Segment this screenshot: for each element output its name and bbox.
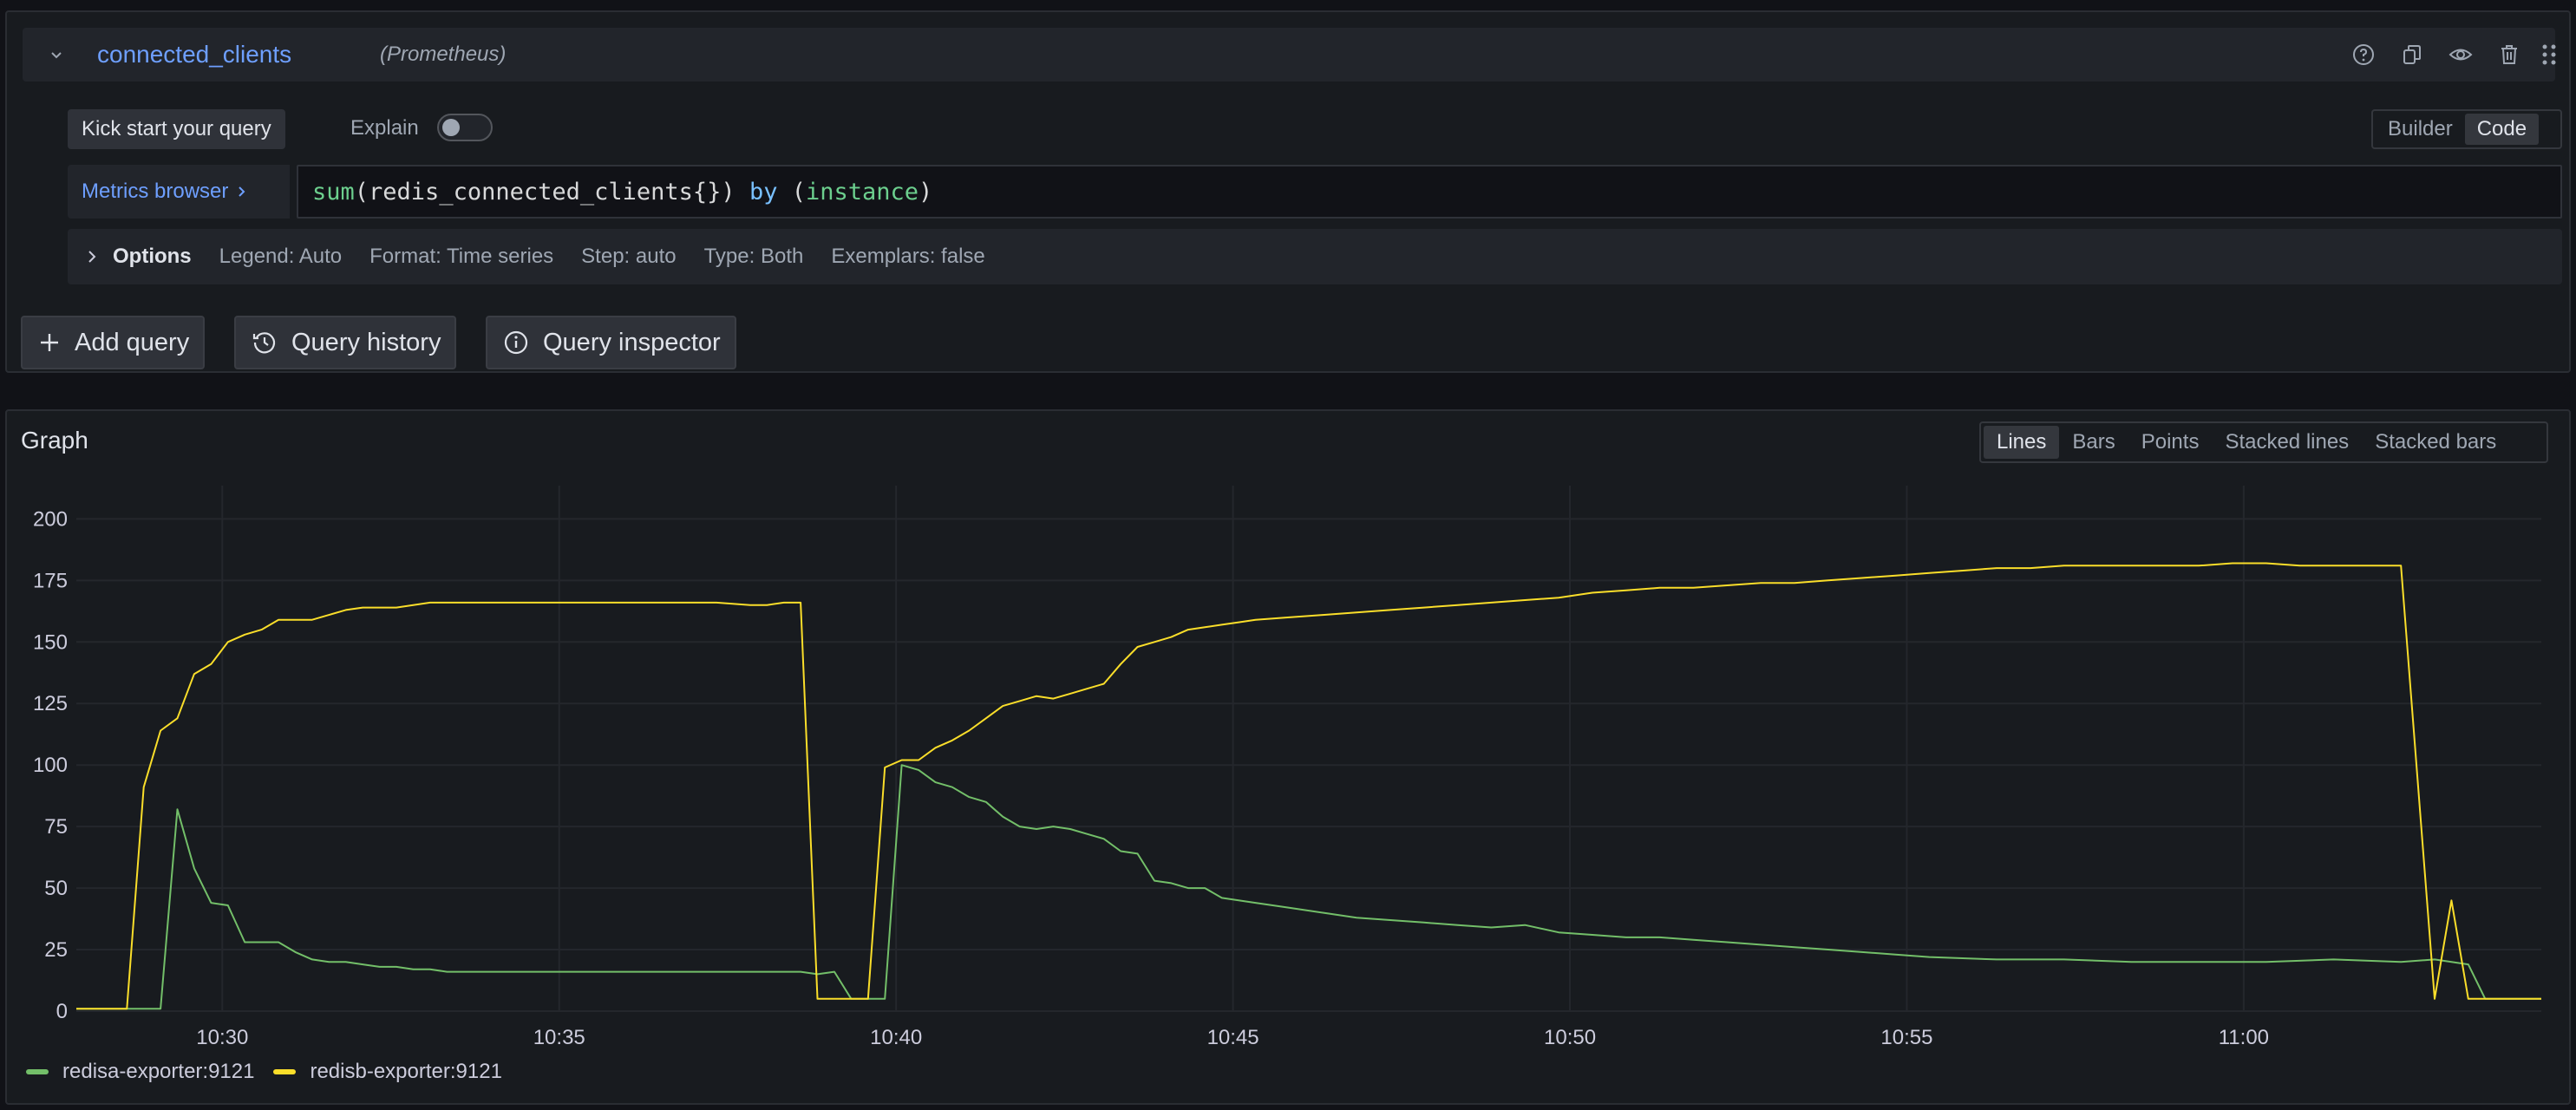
- chevron-right-icon[interactable]: [87, 249, 97, 264]
- option-format: Format: Time series: [369, 245, 554, 268]
- y-tick-label: 0: [56, 1000, 68, 1023]
- code-mode-button[interactable]: Code: [2464, 114, 2540, 145]
- y-tick-label: 150: [33, 630, 68, 654]
- query-name[interactable]: connected_clients: [97, 41, 292, 68]
- y-tick-label: 175: [33, 569, 68, 592]
- y-tick-label: 100: [33, 754, 68, 777]
- query-row-header: connected_clients (Prometheus): [23, 28, 2556, 82]
- query-history-label: Query history: [291, 328, 441, 356]
- explain-toggle[interactable]: [437, 114, 493, 141]
- history-icon: [252, 332, 276, 354]
- series-line-redisa: [76, 764, 2541, 1010]
- series-line-redisb: [76, 562, 2541, 1010]
- plus-icon: [41, 334, 58, 351]
- option-exemplars: Exemplars: false: [831, 245, 985, 268]
- add-query-button[interactable]: Add query: [21, 316, 206, 369]
- time-series-chart[interactable]: 0 25 50 75 100 125 150 175 200 10:30 10:35 10:40 10:…: [7, 411, 2569, 1053]
- x-tick-label: 10:55: [1880, 1026, 1932, 1049]
- x-tick-label: 10:30: [196, 1026, 248, 1049]
- y-tick-label: 125: [33, 692, 68, 715]
- duplicate-icon[interactable]: [2397, 40, 2427, 69]
- graph-panel: Graph Lines Bars Points Stacked lines St…: [5, 409, 2571, 1105]
- metrics-browser-button[interactable]: Metrics browser: [68, 165, 290, 219]
- trash-icon[interactable]: [2494, 40, 2524, 69]
- x-tick-label: 10:45: [1207, 1026, 1259, 1049]
- help-icon[interactable]: [2349, 40, 2378, 69]
- viz-points-button[interactable]: Points: [2141, 430, 2200, 454]
- query-inspector-button[interactable]: Query inspector: [486, 316, 736, 369]
- viz-lines-button[interactable]: Lines: [1984, 426, 2060, 459]
- kick-start-query-button[interactable]: Kick start your query: [68, 109, 285, 149]
- datasource-name: (Prometheus): [380, 42, 507, 66]
- options-title: Options: [113, 245, 192, 268]
- expr-by-keyword: by: [749, 178, 778, 206]
- legend-item-redisb[interactable]: redisb-exporter:9121: [273, 1060, 502, 1084]
- query-editor-panel: connected_clients (Prometheus) Kick star…: [5, 10, 2571, 373]
- legend-swatch-redisb: [273, 1069, 297, 1074]
- viz-bars-button[interactable]: Bars: [2072, 430, 2115, 454]
- info-icon: [504, 330, 528, 355]
- explain-label: Explain: [350, 116, 419, 140]
- y-tick-label: 25: [44, 938, 68, 962]
- option-step: Step: auto: [581, 245, 677, 268]
- builder-mode-button[interactable]: Builder: [2388, 117, 2453, 140]
- query-history-button[interactable]: Query history: [234, 316, 457, 369]
- graph-title: Graph: [21, 427, 88, 454]
- expr-function: sum: [312, 178, 355, 206]
- legend-label-redisb: redisb-exporter:9121: [310, 1060, 502, 1083]
- chevron-right-icon: [239, 186, 245, 197]
- query-inspector-label: Query inspector: [543, 328, 721, 356]
- y-tick-label: 50: [44, 877, 68, 900]
- legend-item-redisa[interactable]: redisa-exporter:9121: [26, 1060, 254, 1084]
- expr-metric: (redis_connected_clients{}): [354, 178, 749, 206]
- expr-open-paren: (: [777, 178, 806, 206]
- query-options-row[interactable]: Options Legend: Auto Format: Time series…: [68, 229, 2562, 284]
- add-query-label: Add query: [75, 328, 190, 356]
- expr-label: instance: [805, 178, 919, 206]
- chevron-down-icon[interactable]: [42, 40, 71, 69]
- graph-type-switch: Lines Bars Points Stacked lines Stacked …: [1979, 421, 2548, 463]
- x-tick-label: 10:35: [533, 1026, 585, 1049]
- x-tick-label: 11:00: [2219, 1026, 2269, 1049]
- drag-handle-icon[interactable]: [2534, 40, 2564, 69]
- query-expression-input[interactable]: sum (redis_connected_clients{}) by (insta…: [297, 165, 2562, 219]
- y-tick-label: 200: [33, 507, 68, 531]
- legend-swatch-redisa: [26, 1069, 49, 1074]
- legend-label-redisa: redisa-exporter:9121: [62, 1060, 255, 1083]
- chart-legend: redisa-exporter:9121 redisb-exporter:912…: [26, 1060, 521, 1084]
- x-tick-label: 10:40: [870, 1026, 922, 1049]
- y-tick-label: 75: [44, 815, 68, 839]
- viz-stacked-bars-button[interactable]: Stacked bars: [2375, 430, 2497, 454]
- option-type: Type: Both: [703, 245, 804, 268]
- metrics-browser-label: Metrics browser: [82, 180, 229, 203]
- editor-mode-switch: Builder Code: [2371, 109, 2562, 149]
- option-legend: Legend: Auto: [219, 245, 343, 268]
- x-tick-label: 10:50: [1544, 1026, 1596, 1049]
- eye-icon[interactable]: [2446, 40, 2475, 69]
- viz-stacked-lines-button[interactable]: Stacked lines: [2225, 430, 2350, 454]
- expr-close-paren: ): [919, 178, 933, 206]
